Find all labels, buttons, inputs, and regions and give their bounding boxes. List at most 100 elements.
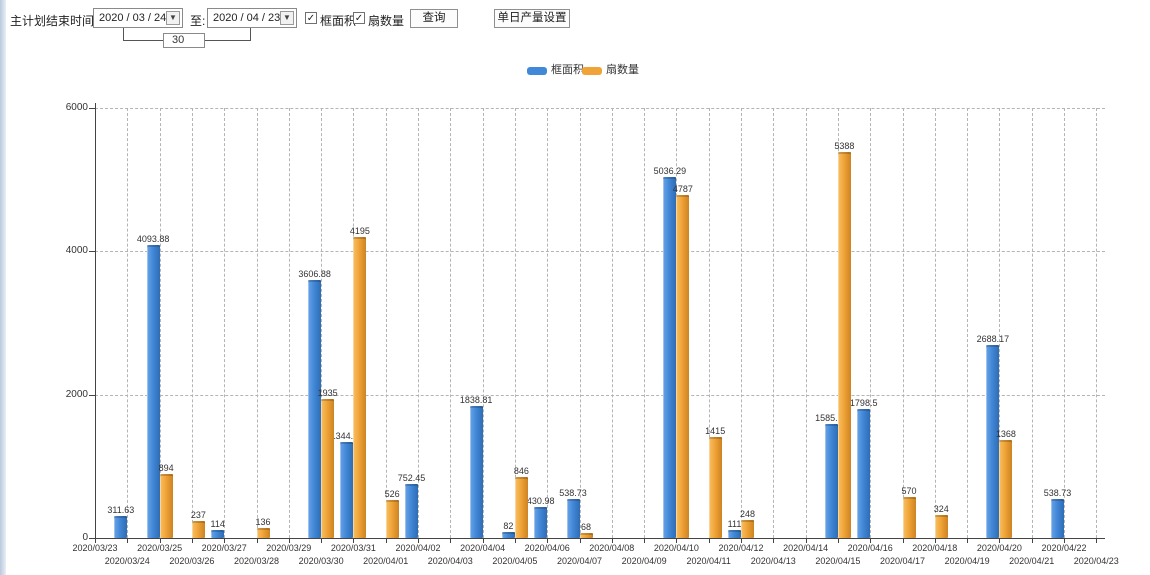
- bar-value-label: 136: [255, 517, 271, 528]
- connector-line: [205, 40, 250, 41]
- gridline-vertical: [870, 108, 872, 538]
- bar-value-label: 2688.17: [976, 334, 1010, 345]
- connector-line: [123, 28, 124, 41]
- x-tick-label: 2020/04/04: [460, 543, 506, 553]
- x-tick-label: 2020/03/26: [169, 556, 215, 566]
- x-tick-mark: [999, 538, 1001, 543]
- bar-value-label: 248: [739, 509, 756, 520]
- x-tick-label: 2020/03/23: [72, 543, 118, 553]
- x-tick-label: 2020/03/30: [298, 556, 344, 566]
- x-tick-mark: [353, 538, 355, 543]
- gridline-horizontal: [95, 108, 1105, 109]
- to-label: 至:: [190, 14, 206, 28]
- bar-value-label: 1935: [317, 388, 338, 399]
- x-tick-label: 2020/04/05: [492, 556, 538, 566]
- bar-frame-area: [308, 279, 322, 538]
- bar-frame-area: [405, 484, 418, 538]
- bar-value-label: 111: [727, 519, 742, 530]
- x-tick-label: 2020/04/15: [815, 556, 861, 566]
- gridline-vertical: [547, 108, 549, 538]
- x-tick-label: 2020/03/31: [330, 543, 376, 553]
- bar-fan-count: [191, 521, 205, 538]
- x-tick-label: 2020/04/17: [879, 556, 926, 566]
- bar-value-label: 1838.81: [459, 395, 493, 406]
- bar-value-label: 4787: [672, 183, 693, 194]
- gridline-vertical: [159, 108, 161, 538]
- bar-value-label: 1344.95: [330, 430, 364, 441]
- chevron-down-icon[interactable]: ▼: [166, 11, 180, 25]
- gridline-vertical: [1096, 108, 1098, 538]
- bar-fan-count: [676, 194, 690, 538]
- fan-count-checkbox[interactable]: ✓: [353, 12, 365, 24]
- bar-value-label: 4093.88: [136, 233, 170, 244]
- bar-value-label: 237: [190, 510, 206, 520]
- x-tick-mark: [514, 538, 516, 543]
- bar-fan-count: [708, 436, 722, 538]
- date-to-value: 2020 / 04 / 23: [213, 12, 281, 24]
- bar-fan-count: [999, 439, 1013, 538]
- bar-fan-count: [385, 500, 399, 538]
- x-tick-mark: [482, 538, 484, 543]
- x-tick-label: 2020/04/01: [363, 556, 409, 566]
- span-days-input[interactable]: 30: [163, 33, 205, 48]
- bar-value-label: 5036.29: [653, 166, 687, 177]
- bar-value-label: 1415: [705, 425, 726, 436]
- x-tick-label: 2020/04/12: [718, 543, 764, 553]
- x-tick-mark: [579, 538, 581, 543]
- x-tick-mark: [256, 538, 258, 543]
- frame-area-checkbox-label[interactable]: 框面积: [320, 14, 357, 28]
- bar-frame-area: [469, 406, 483, 538]
- window-left-border: [0, 0, 6, 575]
- connector-line: [250, 28, 251, 41]
- x-tick-label: 2020/04/02: [395, 543, 441, 553]
- x-tick-mark: [934, 538, 936, 543]
- gridline-horizontal: [95, 394, 1105, 396]
- bar-frame-area: [534, 507, 548, 538]
- plan-end-time-label: 主计划结束时间:: [10, 14, 98, 28]
- gridline-vertical: [514, 108, 516, 538]
- x-tick-mark: [708, 538, 710, 543]
- x-tick-label: 2020/04/03: [427, 556, 473, 566]
- bar-value-label: 752.45: [397, 473, 426, 484]
- y-tick-label: 4000: [65, 245, 88, 257]
- bar-fan-count: [741, 520, 754, 538]
- chevron-down-icon[interactable]: ▼: [280, 11, 294, 25]
- legend-swatch-frame-area: [527, 67, 547, 75]
- date-from-picker[interactable]: 2020 / 03 / 24 ▼: [93, 8, 183, 28]
- bar-value-label: 1798.5: [849, 398, 878, 409]
- y-tick-mark: [89, 394, 95, 396]
- x-tick-label: 2020/04/16: [847, 543, 893, 553]
- y-tick-mark: [89, 108, 95, 109]
- frame-area-checkbox[interactable]: ✓: [305, 12, 317, 24]
- gridline-vertical: [321, 108, 323, 538]
- legend-label-frame-area: 框面积: [551, 64, 584, 76]
- fan-count-checkbox-label[interactable]: 扇数量: [368, 14, 405, 28]
- bar-value-label: 846: [513, 466, 529, 477]
- x-tick-mark: [1096, 538, 1098, 543]
- x-tick-mark: [1031, 538, 1033, 543]
- x-tick-mark: [902, 538, 904, 543]
- x-tick-mark: [870, 538, 872, 543]
- x-tick-label: 2020/04/20: [976, 543, 1022, 553]
- bar-fan-count: [256, 528, 270, 538]
- x-tick-label: 2020/04/13: [750, 556, 796, 566]
- x-tick-mark: [1064, 538, 1065, 543]
- daily-output-settings-button[interactable]: 单日产量设置: [494, 9, 570, 28]
- bar-fan-count: [902, 497, 916, 538]
- y-tick-label: 0: [82, 532, 88, 543]
- bar-frame-area: [986, 345, 1000, 538]
- x-tick-mark: [288, 538, 290, 543]
- query-button[interactable]: 查询: [410, 9, 458, 28]
- gridline-vertical: [385, 108, 387, 538]
- bar-value-label: 538.73: [559, 488, 587, 499]
- gridline-vertical: [224, 108, 226, 538]
- bar-frame-area: [114, 515, 128, 538]
- bar-fan-count: [353, 237, 367, 538]
- bar-value-label: 1585.96: [815, 413, 848, 424]
- gridline-vertical: [1031, 108, 1033, 538]
- bar-fan-count: [514, 477, 528, 538]
- x-tick-label: 2020/04/10: [653, 543, 699, 553]
- x-tick-mark: [547, 538, 549, 543]
- date-to-picker[interactable]: 2020 / 04 / 23 ▼: [207, 8, 297, 28]
